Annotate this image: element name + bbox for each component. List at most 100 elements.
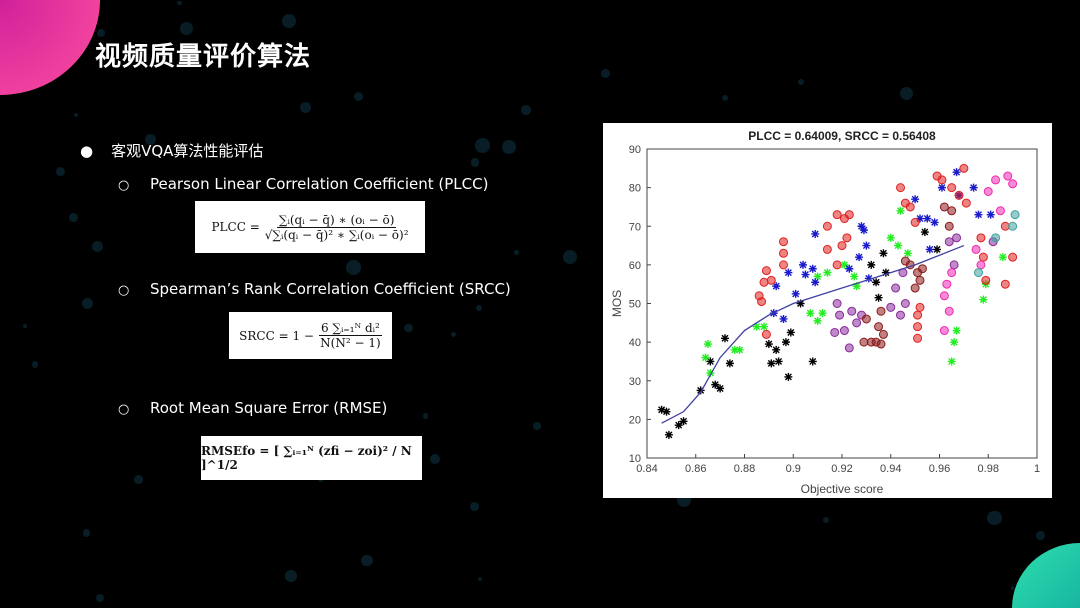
data-point-star [784, 372, 793, 381]
data-point-circle [917, 264, 927, 274]
data-point-circle [874, 322, 884, 332]
bullet-text: 客观VQA算法性能评估 [111, 142, 264, 160]
data-point-circle [1008, 221, 1018, 231]
data-point-circle [1010, 210, 1020, 220]
data-point-star [764, 340, 773, 349]
background-dot [1010, 586, 1015, 590]
data-point-star [920, 228, 929, 237]
x-tick-label: 0.9 [786, 463, 801, 475]
data-point-star [813, 316, 822, 325]
background-dot [92, 241, 103, 252]
data-point-star [923, 214, 932, 223]
data-point-circle [1003, 171, 1013, 181]
data-point-circle [954, 190, 964, 200]
background-dot [179, 22, 193, 36]
background-dot [73, 112, 78, 117]
data-point-star [925, 245, 934, 254]
data-point-star [852, 282, 861, 291]
background-dot [55, 167, 65, 177]
background-dot [404, 323, 413, 333]
data-point-star [696, 386, 705, 395]
background-dot [501, 140, 516, 154]
formula-fraction: ∑ᵢ(qᵢ − q̄) ∗ (oᵢ − ō) √∑ᵢ(qᵢ − q̄)² ∗ ∑ᵢ… [265, 213, 409, 242]
data-point-circle [952, 233, 962, 243]
data-point-star [845, 264, 854, 273]
data-point-circle [1000, 221, 1010, 231]
data-point-star [791, 289, 800, 298]
data-point-star [735, 345, 744, 354]
fit-curve [661, 244, 965, 424]
data-point-circle [939, 291, 949, 301]
background-dot [68, 213, 78, 222]
data-point-star [896, 206, 905, 215]
y-tick-label: 30 [629, 376, 641, 388]
sub-bullet-srcc: ○ Spearman’s Rank Correlation Coefficient… [118, 280, 511, 298]
data-point-star [818, 309, 827, 318]
data-point-circle [959, 163, 969, 173]
data-point-circle [896, 183, 905, 193]
data-point-circle [942, 279, 952, 289]
data-point-star [862, 241, 871, 250]
data-point-star [779, 314, 788, 323]
background-dot [987, 510, 1003, 526]
background-dot [721, 95, 728, 101]
x-axis-label: Objective score [801, 482, 884, 496]
data-point-circle [891, 283, 901, 293]
data-point-star [786, 328, 795, 337]
decor-pink-circle [0, 0, 100, 95]
data-point-circle [779, 260, 788, 270]
data-point-circle [766, 275, 776, 285]
background-dot [533, 421, 542, 430]
background-dot [470, 502, 479, 512]
data-point-star [725, 359, 734, 368]
data-point-star [881, 268, 890, 277]
formula-text: RMSEfo = [ ∑ᵢ₌₁ᴺ (zfi − zoi)² / N ]^1/2 [201, 444, 412, 472]
data-point-star [886, 233, 895, 242]
data-point-star [979, 295, 988, 304]
rmse-formula: RMSEfo = [ ∑ᵢ₌₁ᴺ (zfi − zoi)² / N ]^1/2 [201, 436, 422, 480]
sub-bullet-text: Spearman’s Rank Correlation Coefficient … [150, 280, 511, 298]
data-point-circle [839, 326, 849, 336]
background-dot [563, 250, 577, 265]
y-tick-label: 80 [629, 183, 641, 195]
data-point-star [767, 359, 776, 368]
data-point-circle [844, 343, 854, 353]
background-dot [360, 554, 373, 567]
sub-bullet-text: Root Mean Square Error (RMSE) [150, 399, 388, 417]
data-point-circle [886, 302, 896, 312]
circle-bullet-icon: ○ [118, 178, 130, 193]
circle-bullet-icon: ○ [118, 402, 130, 417]
data-point-circle [896, 310, 905, 320]
data-point-circle [822, 221, 832, 231]
background-dot [284, 570, 297, 583]
data-point-star [781, 338, 790, 347]
data-point-star [706, 369, 715, 378]
y-tick-label: 70 [629, 221, 641, 233]
data-point-star [840, 260, 849, 269]
data-point-circle [852, 318, 862, 328]
sub-bullet-plcc: ○ Pearson Linear Correlation Coefficient … [118, 175, 488, 193]
data-point-circle [991, 233, 1001, 243]
data-point-circle [835, 310, 845, 320]
data-point-circle [976, 260, 986, 270]
data-point-star [974, 210, 983, 219]
data-point-circle [910, 217, 920, 227]
data-point-star [801, 270, 810, 279]
y-tick-label: 60 [629, 260, 641, 272]
data-point-star [986, 210, 995, 219]
y-tick-label: 90 [629, 144, 641, 156]
data-point-circle [947, 268, 957, 278]
y-tick-label: 50 [629, 299, 641, 311]
data-point-circle [761, 266, 771, 276]
data-point-star [674, 421, 683, 430]
data-point-circle [832, 299, 842, 308]
background-dot [429, 453, 440, 464]
x-tick-label: 0.86 [685, 463, 706, 475]
data-point-circle [876, 306, 886, 316]
data-point-circle [910, 283, 920, 293]
formula-denominator: N(N² − 1) [320, 336, 381, 350]
data-point-star [864, 274, 873, 283]
data-point-circle [944, 306, 954, 316]
sub-bullet-rmse: ○ Root Mean Square Error (RMSE) [118, 399, 387, 417]
data-point-star [806, 309, 815, 318]
